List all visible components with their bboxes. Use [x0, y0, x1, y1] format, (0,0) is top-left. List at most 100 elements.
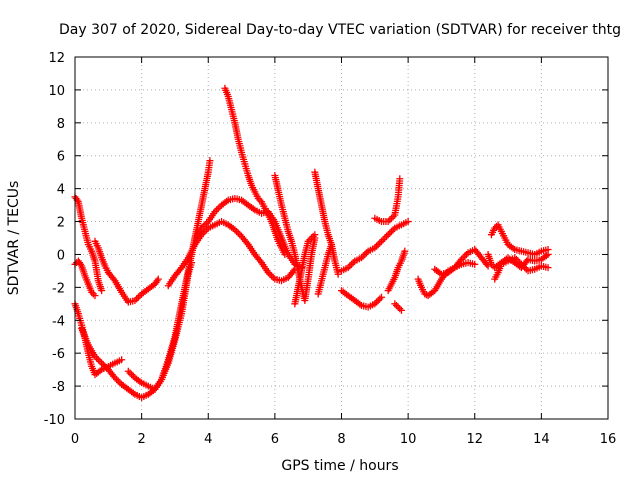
data-point	[89, 290, 97, 298]
data-point	[544, 264, 552, 272]
data-point	[94, 356, 102, 364]
x-tick-label: 12	[466, 432, 483, 447]
y-tick-label: -8	[52, 380, 65, 395]
data-point	[269, 273, 277, 281]
data-point	[386, 229, 394, 237]
y-tick-label: 8	[57, 117, 65, 132]
data-point	[309, 232, 317, 240]
data-point	[124, 367, 132, 375]
data-point	[101, 362, 109, 370]
series-track-s	[414, 259, 479, 300]
x-tick-label: 6	[271, 432, 279, 447]
data-point	[389, 213, 397, 221]
y-tick-label: 10	[48, 84, 65, 99]
grid-lines	[75, 57, 608, 419]
data-point	[118, 356, 126, 364]
data-point	[389, 226, 397, 234]
data-point	[203, 226, 211, 234]
data-point	[256, 196, 264, 204]
data-point	[206, 157, 214, 165]
series-track-m	[314, 241, 342, 298]
data-point	[401, 247, 409, 255]
data-point	[266, 270, 274, 278]
data-point	[396, 175, 404, 183]
data-point	[110, 275, 118, 283]
y-tick-label: 12	[48, 51, 65, 66]
x-tick-label: 4	[204, 432, 212, 447]
data-point	[281, 250, 289, 258]
data-point	[99, 361, 107, 369]
data-point	[512, 255, 520, 263]
data-point	[213, 206, 221, 214]
data-point	[384, 218, 392, 226]
data-point	[93, 354, 101, 362]
data-point	[377, 293, 385, 301]
y-tick-label: 0	[57, 248, 65, 263]
y-axis-label: SDTVAR / TECUs	[6, 181, 22, 296]
data-point	[308, 234, 316, 242]
data-point	[334, 270, 342, 278]
data-point	[462, 250, 470, 258]
data-point	[136, 378, 144, 386]
y-tick-label: -6	[52, 347, 65, 362]
data-point	[436, 269, 444, 277]
chart-title: Day 307 of 2020, Sidereal Day-to-day VTE…	[59, 22, 621, 38]
data-point	[249, 205, 257, 213]
data-point	[522, 265, 530, 273]
x-tick-label: 16	[600, 432, 617, 447]
series-track-r	[391, 300, 405, 314]
data-point	[346, 262, 354, 270]
data-point	[516, 259, 524, 267]
series-track-g	[164, 218, 299, 290]
series-track-p	[371, 175, 404, 226]
data-point	[379, 236, 387, 244]
data-point	[461, 252, 469, 260]
data-point	[91, 292, 99, 300]
data-point	[153, 277, 161, 285]
y-tick-label: 2	[57, 216, 65, 231]
data-point	[459, 254, 467, 262]
data-point	[404, 218, 412, 226]
series-track-o	[338, 287, 385, 311]
data-point	[103, 364, 111, 372]
x-tick-label: 10	[400, 432, 417, 447]
series-track-b	[71, 257, 99, 300]
data-point	[77, 260, 85, 268]
data-point	[491, 224, 499, 232]
data-point	[347, 260, 355, 268]
data-point	[517, 260, 525, 268]
data-point	[98, 359, 106, 367]
data-point	[114, 377, 122, 385]
series-track-d	[71, 300, 126, 379]
series-track-i	[221, 84, 289, 258]
series-track-n	[338, 218, 412, 275]
x-tick-label: 2	[137, 432, 145, 447]
data-point	[88, 288, 96, 296]
data-point	[361, 250, 369, 258]
data-point	[154, 275, 162, 283]
data-point	[344, 264, 352, 272]
series-track-l	[311, 168, 336, 249]
data-point	[231, 226, 239, 234]
data-point	[381, 234, 389, 242]
data-point	[110, 372, 118, 380]
data-point	[176, 265, 184, 273]
data-point	[374, 297, 382, 305]
data-point	[96, 357, 104, 365]
data-point	[371, 244, 379, 252]
data-point	[514, 257, 522, 265]
data-point	[214, 204, 222, 212]
axis-ticks: 0 2 4 6 8 10 12 14 16 -10 -8 -6 -4 -2 0 2 4 6 8 10 12	[44, 51, 617, 447]
series-track-t	[431, 246, 492, 278]
data-point	[376, 239, 384, 247]
data-point	[201, 227, 209, 235]
data-point	[133, 295, 141, 303]
data-point	[131, 297, 139, 305]
x-tick-label: 0	[71, 432, 79, 447]
data-point	[487, 260, 495, 268]
data-point	[129, 389, 137, 397]
data-point	[391, 300, 399, 308]
data-point	[134, 293, 142, 301]
data-point	[268, 272, 276, 280]
